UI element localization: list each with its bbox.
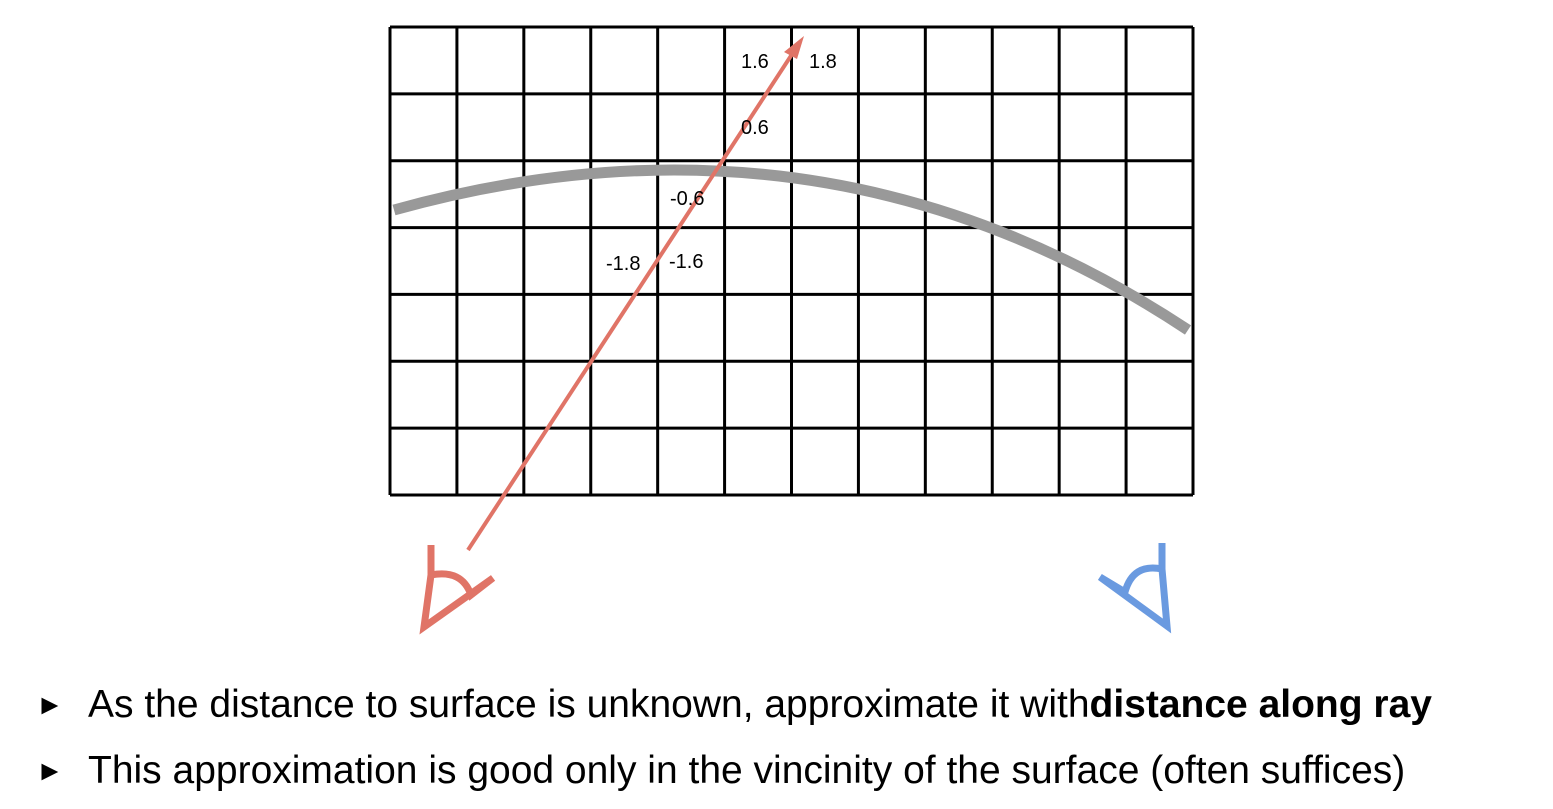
eye-icon (419, 545, 496, 635)
bullet-bold-text: distance along ray (1089, 683, 1432, 726)
bullet-item: ► As the distance to surface is unknown,… (36, 672, 1546, 738)
surface-curve (392, 164, 1192, 335)
diagram: 1.6 1.8 0.6 -0.6 -1.8 -1.6 (388, 25, 1195, 635)
value-label: -1.8 (606, 253, 640, 275)
value-label: 1.8 (809, 51, 837, 73)
bullet-text: This approximation is good only in the v… (88, 749, 1406, 792)
value-label: 0.6 (741, 117, 769, 139)
bullet-text: As the distance to surface is unknown, a… (88, 683, 1090, 726)
value-labels: 1.6 1.8 0.6 -0.6 -1.8 -1.6 (606, 51, 837, 275)
eye-icon (1097, 543, 1172, 634)
bullet-item: ► This approximation is good only in the… (36, 738, 1546, 804)
bullet-list: ► As the distance to surface is unknown,… (36, 672, 1546, 804)
ray-arrowhead (784, 36, 804, 59)
bullet-marker-icon: ► (36, 755, 64, 786)
bullet-marker-icon: ► (36, 689, 64, 720)
value-label: 1.6 (741, 51, 769, 73)
value-label: -1.6 (669, 251, 703, 273)
ray-arrow (466, 40, 802, 552)
grid (388, 25, 1195, 497)
value-label: -0.6 (670, 188, 704, 210)
